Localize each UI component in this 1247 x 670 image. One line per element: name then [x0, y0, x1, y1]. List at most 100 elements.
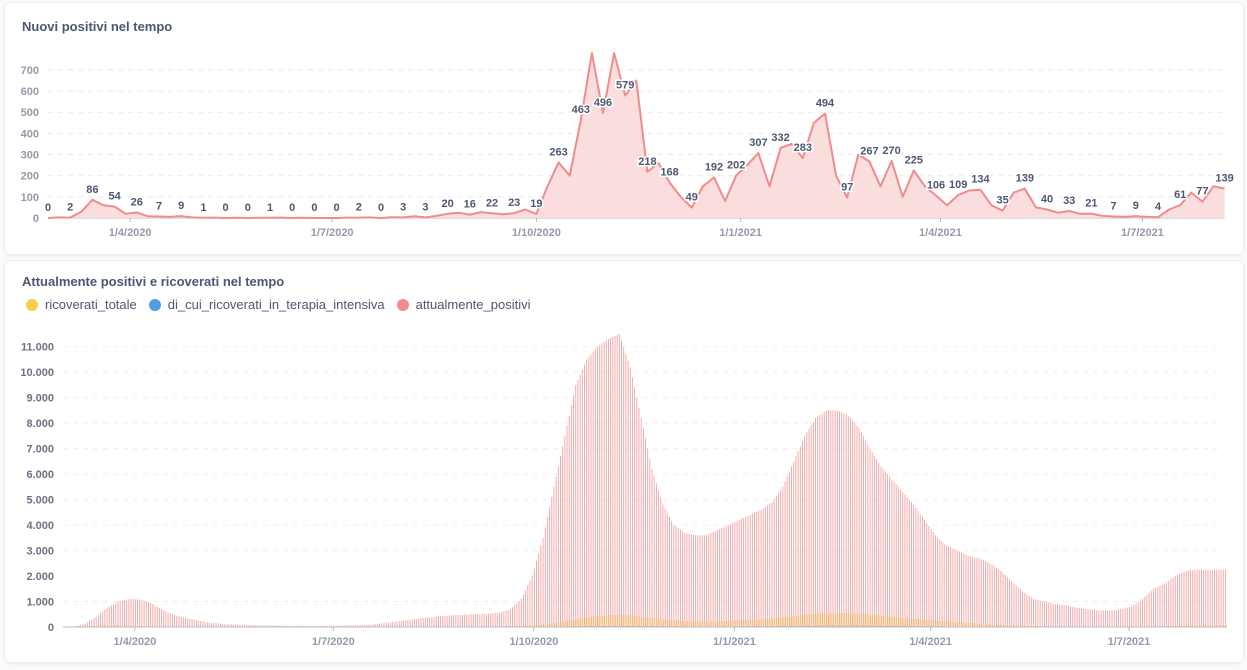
bar-attualmente-positivi	[795, 456, 797, 627]
bar-attualmente-positivi	[1059, 604, 1061, 627]
bar-terapia-intensiva	[823, 625, 824, 627]
bar-attualmente-positivi	[333, 625, 335, 627]
chart-title: Attualmente positivi e ricoverati nel te…	[22, 274, 285, 289]
bar-ricoverati-totale	[641, 616, 643, 627]
data-label: 109	[949, 179, 967, 191]
bar-attualmente-positivi	[119, 601, 121, 627]
bar-ricoverati-totale	[988, 624, 989, 627]
bar-attualmente-positivi	[564, 435, 566, 627]
legend-item-terapia-intensiva[interactable]: di_cui_ricoverati_in_terapia_intensiva	[148, 297, 385, 312]
legend-label: di_cui_ricoverati_in_terapia_intensiva	[167, 297, 385, 312]
data-label: 106	[927, 180, 945, 192]
bar-attualmente-positivi	[1146, 594, 1148, 627]
bar-attualmente-positivi	[769, 503, 771, 627]
bar-terapia-intensiva	[609, 625, 610, 627]
bar-attualmente-positivi	[383, 623, 385, 627]
bar-attualmente-positivi	[143, 600, 145, 627]
bar-ricoverati-totale	[696, 621, 697, 627]
bar-attualmente-positivi	[520, 598, 522, 627]
bar-attualmente-positivi	[100, 613, 101, 627]
legend-label: ricoverati_totale	[45, 297, 137, 312]
bar-ricoverati-totale	[133, 625, 135, 627]
bar-ricoverati-totale	[957, 622, 959, 627]
bar-attualmente-positivi	[466, 614, 468, 627]
bar-attualmente-positivi	[603, 342, 605, 627]
bar-attualmente-positivi	[459, 614, 461, 627]
bar-attualmente-positivi	[873, 455, 875, 627]
bar-attualmente-positivi	[686, 533, 688, 627]
bar-attualmente-positivi	[1203, 569, 1205, 627]
bar-ricoverati-totale	[1219, 625, 1220, 627]
bar-ricoverati-totale	[887, 616, 889, 627]
bar-attualmente-positivi	[435, 616, 437, 627]
bar-attualmente-positivi	[636, 397, 638, 627]
bar-terapia-intensiva	[847, 625, 848, 627]
data-label: 9	[1133, 200, 1139, 212]
bar-ricoverati-totale	[935, 620, 937, 627]
bar-attualmente-positivi	[1037, 599, 1039, 627]
bar-attualmente-positivi	[577, 379, 579, 627]
bar-attualmente-positivi	[531, 576, 533, 627]
bar-ricoverati-totale	[672, 620, 673, 627]
legend-item-ricoverati-totale[interactable]: ricoverati_totale	[26, 297, 137, 312]
bar-attualmente-positivi	[381, 623, 383, 627]
bar-attualmente-positivi	[649, 458, 651, 627]
bar-attualmente-positivi	[786, 476, 788, 627]
bar-attualmente-positivi	[298, 625, 300, 627]
bar-attualmente-positivi	[991, 564, 993, 627]
bar-ricoverati-totale	[983, 623, 985, 627]
bar-attualmente-positivi	[91, 619, 93, 627]
bar-attualmente-positivi	[272, 625, 274, 627]
bar-attualmente-positivi	[324, 625, 326, 627]
bar-attualmente-positivi	[1107, 610, 1109, 627]
data-label: 270	[882, 145, 900, 157]
bar-ricoverati-totale	[839, 613, 841, 627]
bar-terapia-intensiva	[605, 625, 606, 627]
bar-ricoverati-totale	[552, 623, 553, 627]
bar-ricoverati-totale	[750, 619, 752, 627]
bar-attualmente-positivi	[919, 513, 921, 627]
bar-attualmente-positivi	[472, 614, 474, 627]
bar-ricoverati-totale	[624, 615, 625, 627]
bar-terapia-intensiva	[620, 625, 621, 627]
bar-attualmente-positivi	[871, 452, 873, 627]
data-label: 61	[1174, 189, 1186, 201]
bar-ricoverati-totale	[848, 613, 850, 627]
bar-attualmente-positivi	[1072, 606, 1074, 627]
bar-attualmente-positivi	[453, 615, 455, 627]
bar-ricoverati-totale	[665, 619, 667, 627]
bar-attualmente-positivi	[882, 469, 884, 627]
active-positives-chart[interactable]: 0 1.000 2.000 3.000 4.000 5.000 6.000 7.000 8.00…	[5, 261, 1243, 662]
bar-ricoverati-totale	[853, 613, 854, 627]
data-label: 134	[971, 174, 990, 186]
bar-terapia-intensiva	[882, 625, 883, 627]
bar-attualmente-positivi	[1033, 598, 1034, 627]
bar-ricoverati-totale	[626, 615, 627, 627]
bar-ricoverati-totale	[787, 616, 789, 627]
bar-ricoverati-totale	[124, 625, 126, 627]
data-label: 1	[267, 202, 273, 214]
data-label: 16	[464, 199, 476, 211]
bar-ricoverati-totale	[1193, 625, 1194, 627]
bar-attualmente-positivi	[420, 618, 422, 627]
bar-attualmente-positivi	[191, 619, 193, 627]
bar-attualmente-positivi	[352, 625, 354, 627]
bar-attualmente-positivi	[906, 497, 908, 627]
bar-attualmente-positivi	[1061, 604, 1063, 627]
bar-ricoverati-totale	[724, 620, 726, 627]
bar-attualmente-positivi	[309, 625, 311, 627]
bar-attualmente-positivi	[313, 625, 315, 627]
bar-terapia-intensiva	[794, 625, 796, 627]
bar-attualmente-positivi	[780, 489, 782, 627]
data-label: 579	[616, 80, 634, 92]
data-label: 0	[245, 202, 251, 214]
bar-attualmente-positivi	[627, 360, 629, 627]
bar-attualmente-positivi	[117, 601, 119, 627]
bar-attualmente-positivi	[1052, 603, 1054, 627]
bar-ricoverati-totale	[105, 625, 106, 627]
bar-attualmente-positivi	[1135, 603, 1137, 627]
legend-item-attualmente-positivi[interactable]: attualmente_positivi	[396, 297, 531, 312]
bar-attualmente-positivi	[538, 553, 540, 627]
bar-attualmente-positivi	[1157, 586, 1159, 627]
